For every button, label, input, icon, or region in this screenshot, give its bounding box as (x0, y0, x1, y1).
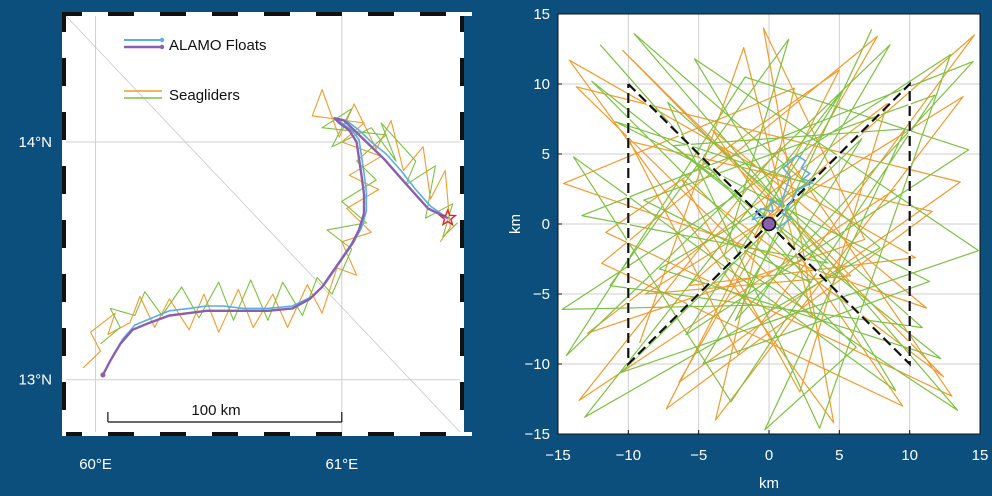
frame-tick (82, 12, 108, 16)
map-track-glider_green (100, 108, 458, 345)
x-axis-label: km (759, 475, 779, 491)
map-x-tick-label: 60°E (79, 456, 112, 473)
frame-tick (62, 86, 66, 112)
scale-bar-label: 100 km (191, 402, 240, 419)
xy-panel: −15 −10 −5 0 5 10 15 −15 −10 −5 0 5 10 15 km km (507, 6, 989, 492)
map-grid (66, 16, 460, 432)
xy-tracks (561, 27, 980, 431)
map-diagonal (65, 15, 461, 433)
scale-bar: 100 km (107, 402, 343, 423)
xy-y-tick-label: −15 (525, 426, 550, 443)
xy-y-tick-label: −5 (533, 286, 550, 303)
xy-y-tick-label: 5 (542, 146, 550, 163)
frame-tick (62, 302, 66, 328)
map-marker (438, 208, 458, 227)
xy-tick-labels: −15 −10 −5 0 5 10 15 −15 −10 −5 0 5 10 15 (525, 6, 989, 464)
xy-y-tick-label: 15 (533, 6, 550, 23)
frame-tick (62, 356, 66, 382)
xy-track-gliders_orange (562, 27, 976, 424)
xy-x-tick-label: −15 (545, 447, 570, 464)
frame-tick (342, 432, 368, 436)
map-tracks (82, 89, 458, 378)
map-track-alamo_mean (101, 116, 449, 376)
frame-tick (186, 432, 212, 436)
map-frame-ticks (62, 12, 472, 436)
xy-track-gliders_green (561, 29, 980, 431)
xy-y-tick-label: −10 (525, 356, 550, 373)
frame-tick (290, 432, 316, 436)
frame-tick (446, 12, 472, 16)
frame-tick (460, 248, 464, 274)
legend: ALAMO Floats Seagliders (124, 37, 267, 104)
xy-y-tick-label: 10 (533, 76, 550, 93)
xy-x-tick-label: 15 (972, 447, 989, 464)
star-icon (438, 208, 458, 227)
legend-label-gliders: Seagliders (169, 87, 240, 104)
legend-label-floats: ALAMO Floats (169, 37, 267, 54)
map-y-tick-label: 13°N (18, 372, 52, 389)
frame-tick (460, 356, 464, 382)
glider-pattern (627, 81, 911, 367)
mean-icon (159, 44, 165, 50)
xy-x-tick-label: 5 (835, 447, 843, 464)
frame-tick (62, 140, 66, 166)
xy-y-tick-label: 0 (542, 216, 550, 233)
frame-tick (446, 432, 472, 436)
frame-tick (460, 302, 464, 328)
y-axis-label: km (507, 214, 524, 234)
xy-x-tick-label: −5 (690, 447, 707, 464)
frame-tick (134, 12, 160, 16)
frame-tick (62, 32, 66, 58)
frame-tick (186, 12, 212, 16)
frame-tick (460, 194, 464, 220)
map-x-tick-label: 61°E (325, 456, 358, 473)
frame-tick (460, 32, 464, 58)
map-panel: ALAMO Floats Seagliders 100 km 60°E 61°E 1… (18, 12, 472, 473)
frame-tick (134, 432, 160, 436)
map-axis-labels: 60°E 61°E 14°N 13°N (18, 134, 358, 473)
frame-tick (342, 12, 368, 16)
map-y-tick-label: 14°N (18, 134, 52, 151)
xy-x-tick-label: −10 (616, 447, 641, 464)
frame-tick (460, 86, 464, 112)
frame-tick (82, 432, 108, 436)
frame-tick (62, 194, 66, 220)
frame-tick (394, 432, 420, 436)
float-icon (159, 37, 165, 43)
frame-tick (290, 12, 316, 16)
xy-track-floats (751, 154, 814, 229)
frame-tick (62, 410, 66, 436)
xy-x-tick-label: 10 (901, 447, 918, 464)
frame-tick (460, 140, 464, 166)
xy-x-tick-label: 0 (765, 447, 773, 464)
start-point (100, 372, 106, 378)
frame-tick (238, 432, 264, 436)
frame-tick (238, 12, 264, 16)
frame-tick (62, 248, 66, 274)
center-point (761, 216, 777, 232)
frame-tick (460, 410, 464, 436)
frame-tick (394, 12, 420, 16)
